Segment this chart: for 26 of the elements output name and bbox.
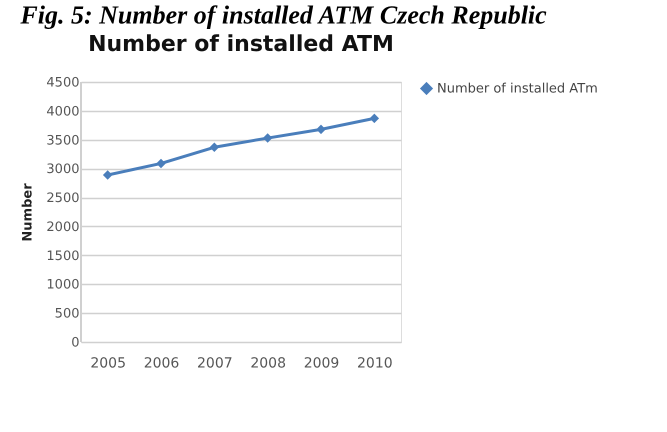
y-tick-label: 3500 bbox=[46, 133, 80, 148]
point bbox=[316, 124, 326, 134]
y-axis-title: Number bbox=[20, 182, 36, 242]
point bbox=[370, 114, 380, 124]
x-tick-label: 2006 bbox=[144, 356, 180, 372]
x-tick-label: 2007 bbox=[197, 356, 233, 372]
x-tick-label: 2005 bbox=[90, 356, 126, 372]
legend-label: Number of installed ATm bbox=[437, 82, 598, 96]
y-tick-label: 500 bbox=[54, 306, 80, 322]
point bbox=[102, 170, 112, 180]
y-tick-label: 2000 bbox=[46, 220, 80, 235]
point bbox=[156, 158, 166, 168]
y-tick-label: 4000 bbox=[46, 104, 80, 120]
y-tick-label: 0 bbox=[71, 336, 80, 350]
y-tick-label: 2500 bbox=[46, 191, 80, 206]
point bbox=[262, 133, 272, 143]
x-tick-label: 2009 bbox=[304, 356, 340, 372]
caption: Fig. 5: Number of installed ATM Czech Republic bbox=[19, 0, 548, 30]
chart-title: Number of installed ATM bbox=[88, 32, 394, 57]
y-tick-label: 1500 bbox=[46, 248, 80, 264]
y-tick-label: 3000 bbox=[46, 162, 80, 178]
y-tick-label: 1000 bbox=[46, 278, 80, 293]
x-tick-label: 2008 bbox=[250, 356, 286, 372]
y-tick-label: 4500 bbox=[46, 76, 80, 90]
x-tick-label: 2010 bbox=[357, 356, 393, 372]
point bbox=[210, 142, 220, 152]
